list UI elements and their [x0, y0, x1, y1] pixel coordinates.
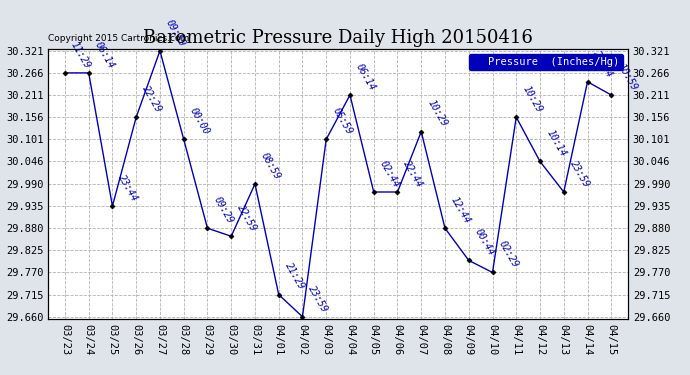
Text: Copyright 2015 Cartronics.com: Copyright 2015 Cartronics.com [48, 34, 190, 44]
Text: 20:44: 20:44 [592, 48, 615, 79]
Text: 22:44: 22:44 [402, 159, 425, 189]
Title: Barometric Pressure Daily High 20150416: Barometric Pressure Daily High 20150416 [143, 29, 533, 47]
Text: 10:29: 10:29 [426, 98, 449, 129]
Text: 00:00: 00:00 [188, 106, 211, 136]
Text: 11:29: 11:29 [69, 40, 92, 70]
Text: 08:59: 08:59 [259, 151, 282, 181]
Text: 23:59: 23:59 [306, 284, 330, 314]
Text: 02:44: 02:44 [378, 159, 402, 189]
Text: 22:29: 22:29 [140, 84, 164, 114]
Text: 10:14: 10:14 [544, 128, 567, 159]
Legend: Pressure  (Inches/Hg): Pressure (Inches/Hg) [469, 54, 622, 70]
Text: 23:59: 23:59 [568, 159, 591, 189]
Text: 10:29: 10:29 [520, 84, 544, 114]
Text: 12:44: 12:44 [449, 195, 473, 225]
Text: 22:59: 22:59 [235, 203, 259, 234]
Text: 09:29: 09:29 [212, 195, 235, 225]
Text: 00:44: 00:44 [473, 227, 496, 258]
Text: 09:59: 09:59 [164, 18, 188, 48]
Text: 06:14: 06:14 [93, 40, 116, 70]
Text: 05:59: 05:59 [331, 106, 354, 136]
Text: 10:59: 10:59 [615, 62, 639, 92]
Text: 23:44: 23:44 [117, 173, 140, 203]
Text: 21:29: 21:29 [283, 261, 306, 292]
Text: 02:29: 02:29 [497, 239, 520, 270]
Text: 06:14: 06:14 [354, 62, 377, 92]
